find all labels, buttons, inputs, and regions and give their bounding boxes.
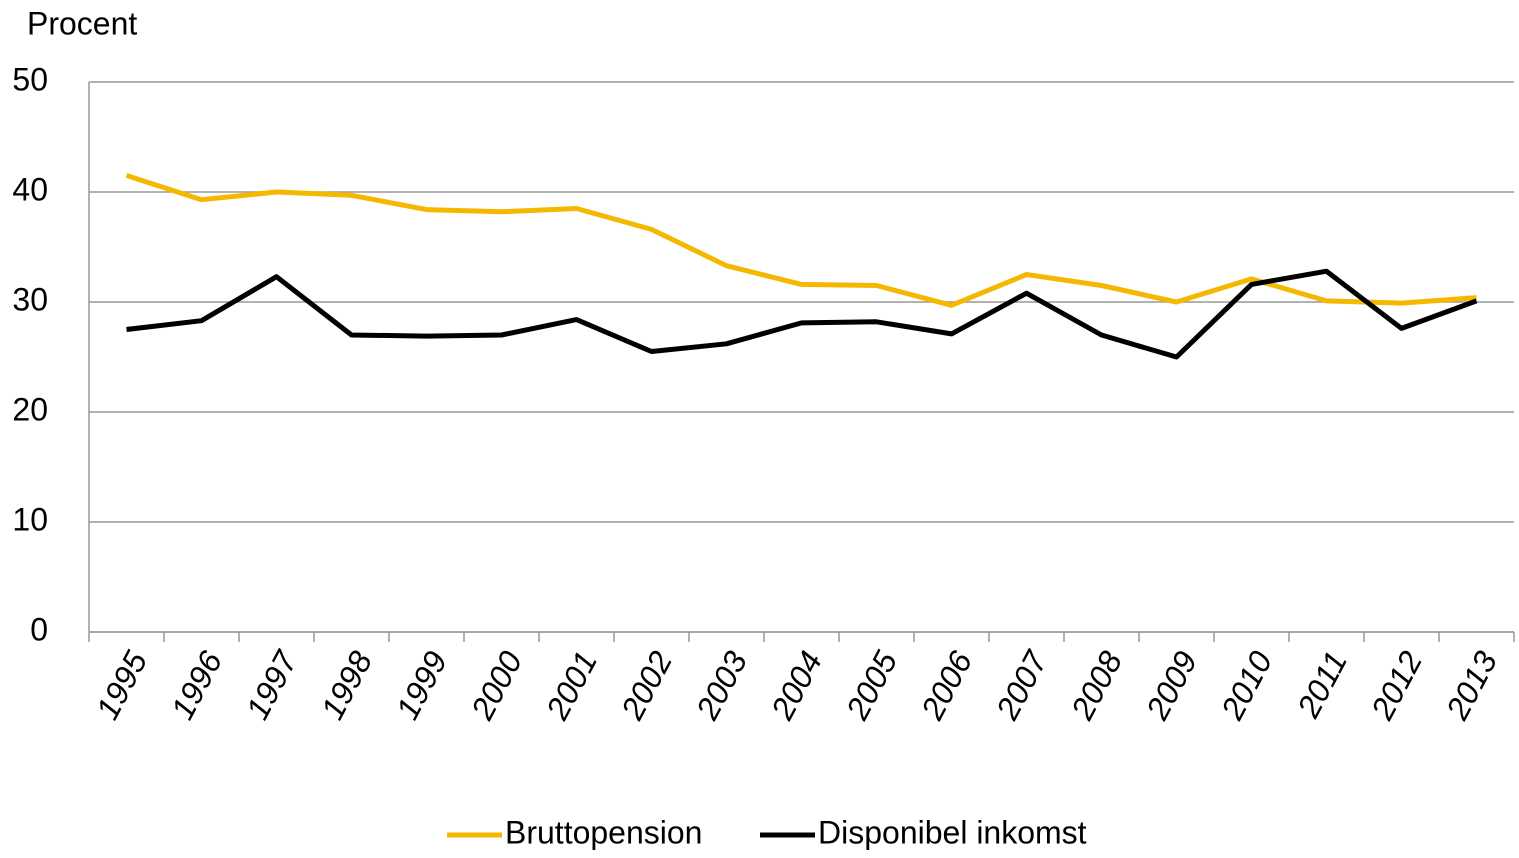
x-tick-label: 2007 [988, 644, 1054, 726]
y-tick-label: 50 [12, 61, 48, 97]
series-line [125, 173, 1477, 308]
x-tick-label: 1999 [389, 645, 454, 725]
x-tick-label: 1998 [314, 645, 379, 725]
x-tick-label: 2009 [1138, 645, 1204, 726]
y-axis-label: Procent [27, 5, 137, 41]
series-line [126, 268, 1478, 360]
y-tick-label: 0 [30, 611, 48, 647]
y-tick-label: 20 [12, 391, 48, 427]
x-tick-label: 2001 [538, 645, 604, 726]
x-tick-label: 1996 [164, 645, 229, 725]
x-tick-label: 2004 [763, 645, 829, 726]
legend-label: Bruttopension [505, 814, 702, 850]
x-tick-label: 2008 [1063, 645, 1129, 726]
x-tick-label: 2010 [1213, 645, 1279, 726]
x-tick-label: 2003 [688, 645, 754, 726]
legend-label: Disponibel inkomst [818, 814, 1087, 850]
x-tick-label: 2006 [913, 645, 979, 726]
x-tick-label: 2002 [613, 645, 679, 726]
y-tick-label: 40 [12, 171, 48, 207]
y-tick-label: 10 [12, 501, 48, 537]
y-tick-label: 30 [12, 281, 48, 317]
x-tick-label: 2012 [1363, 645, 1429, 726]
x-tick-label: 2013 [1438, 645, 1504, 726]
x-tick-label: 2000 [463, 645, 529, 726]
x-tick-label: 2011 [1290, 645, 1355, 724]
x-tick-label: 2005 [838, 645, 904, 726]
x-tick-label: 1997 [239, 644, 305, 725]
x-tick-label: 1995 [89, 645, 154, 725]
